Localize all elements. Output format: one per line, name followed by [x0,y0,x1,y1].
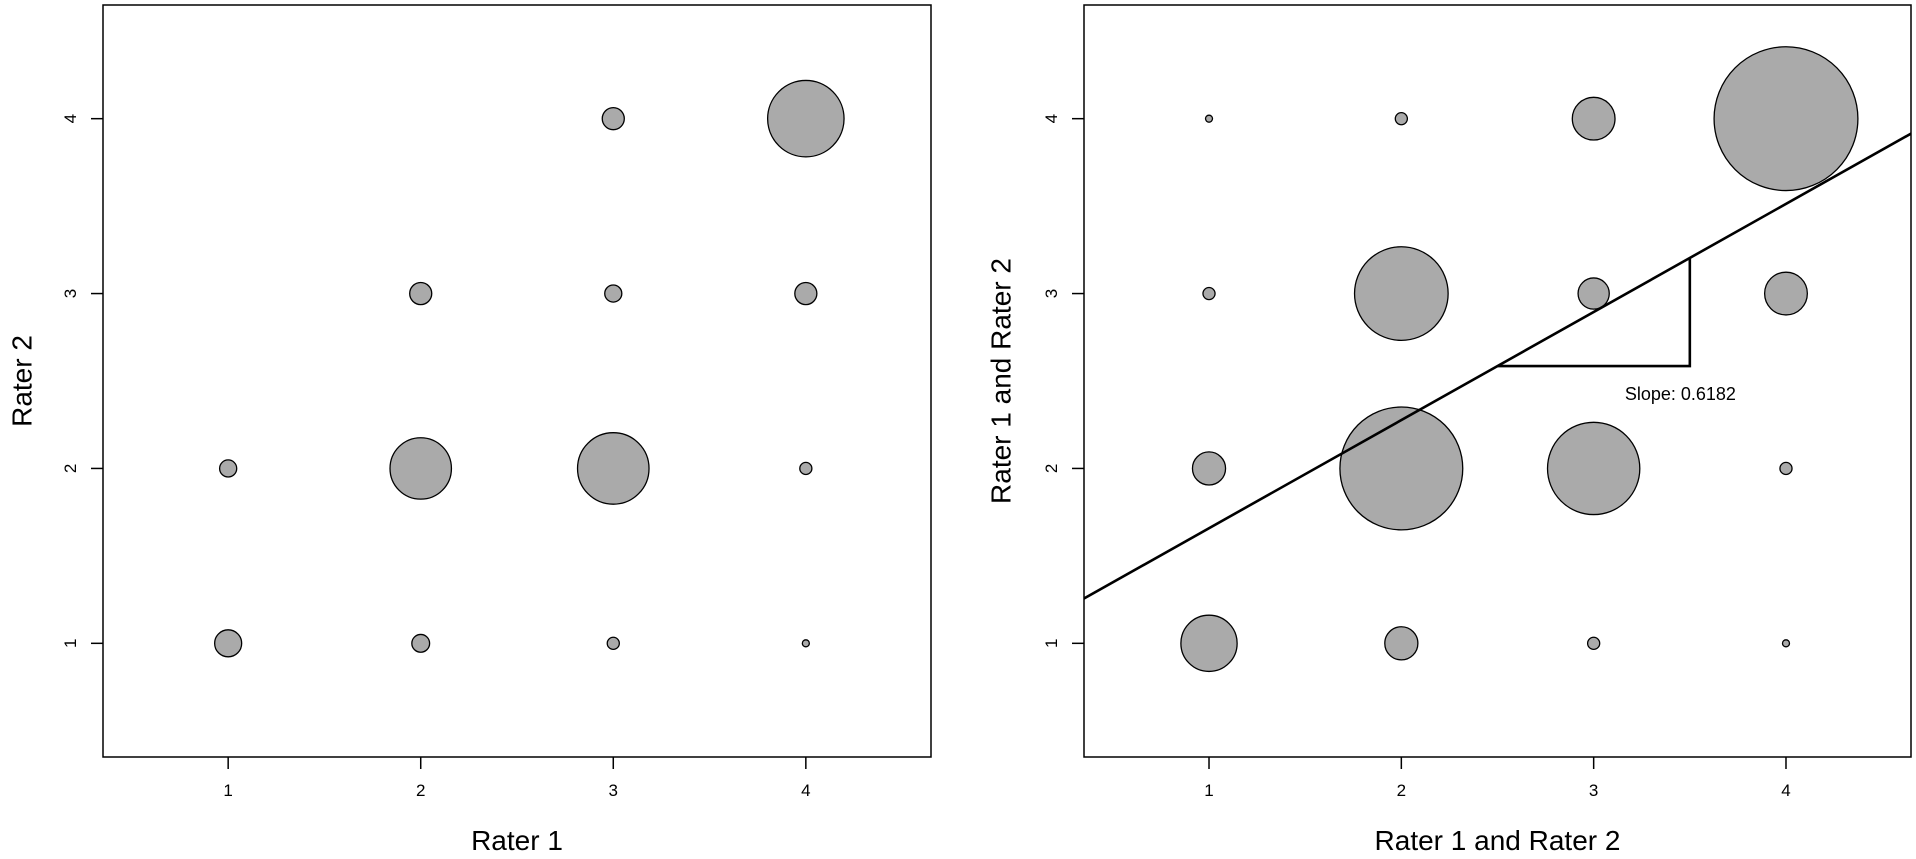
left-y-tick-label: 3 [61,289,80,298]
right-bubble [1204,114,1214,123]
left-bubbles [214,79,845,658]
left-x-axis-label: Rater 1 [471,825,563,854]
right-bubble [1763,271,1808,316]
right-bubble [1180,614,1238,673]
right-y-tick-label: 1 [1042,639,1061,648]
left-x-tick-label: 1 [223,781,232,800]
right-bubble [1384,626,1419,661]
left-bubble [601,106,625,131]
right-bubble [1713,46,1859,192]
right-bubble [1781,639,1791,648]
right-bubble [1546,421,1641,516]
left-bubble [801,639,810,648]
right-bubble [1191,451,1227,486]
left-bubble [409,281,433,306]
right-x-tick-label: 1 [1204,781,1213,800]
left-y-tick-label: 1 [61,639,80,648]
left-y-axis-label: Rater 2 [6,335,37,427]
left-bubble [218,459,238,478]
right-bubble [1353,246,1449,342]
regression-line [1084,132,1911,600]
right-y-axis-label: Rater 1 and Rater 2 [985,258,1016,504]
left-bubble [389,437,453,500]
left-x-tick-label: 4 [801,781,810,800]
chart-right: Rater 1 and Rater 2 Rater 1 and Rater 2 … [985,4,1912,856]
left-bubble [604,284,623,303]
chart-left: Rater 1 Rater 2 1 2 3 4 1 2 3 4 [6,4,932,856]
left-bubble [214,629,243,658]
left-bubble [799,461,813,476]
right-bubble [1339,406,1464,531]
left-bubble [411,633,431,653]
right-y-tick-label: 3 [1042,289,1061,298]
left-x-tick-label: 2 [416,781,425,800]
right-y-tick-label: 4 [1042,114,1061,123]
slope-annotation: Slope: 0.6182 [1625,384,1736,404]
right-x-axis-label: Rater 1 and Rater 2 [1375,825,1621,854]
right-x-tick-label: 3 [1589,781,1598,800]
right-y-tick-label: 2 [1042,464,1061,473]
right-bubble [1202,286,1216,301]
right-bubble [1394,111,1409,126]
right-x-tick-label: 2 [1397,781,1406,800]
left-bubble [576,432,650,505]
left-bubble [606,636,620,651]
right-bubbles [1180,46,1859,673]
right-bubble [1779,461,1793,476]
slope-triangle [1497,257,1692,368]
left-bubble [766,79,845,158]
left-y-tick-label: 2 [61,464,80,473]
right-bubble [1586,636,1601,651]
right-x-tick-label: 4 [1781,781,1790,800]
right-bubble [1577,277,1610,310]
left-plot-frame [102,4,932,758]
right-plot-frame [1083,4,1912,758]
right-bubble [1571,96,1616,141]
left-x-tick-label: 3 [609,781,618,800]
left-y-tick-label: 4 [61,114,80,123]
left-bubble [794,281,818,306]
